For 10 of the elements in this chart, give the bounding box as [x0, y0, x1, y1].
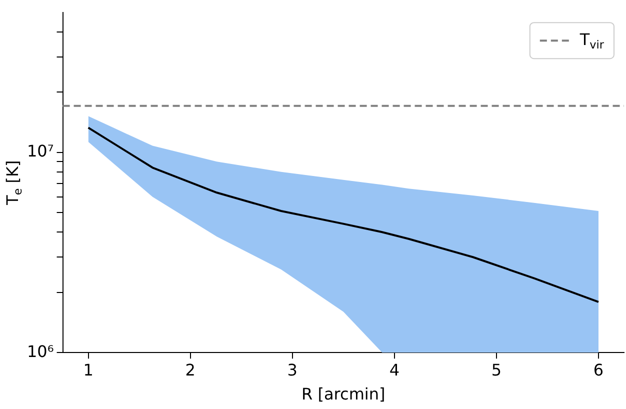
- y-tick-label: 10⁶: [26, 342, 54, 361]
- x-tick-label: 4: [389, 360, 400, 380]
- x-axis-title: R [arcmin]: [302, 384, 386, 404]
- x-tick-label: 5: [491, 360, 502, 380]
- x-tick-label: 6: [593, 360, 604, 380]
- y-axis-title: Te [K]: [3, 160, 25, 206]
- y-tick-label: 10⁷: [26, 142, 54, 161]
- x-tick-label: 3: [287, 360, 298, 380]
- x-tick-label: 1: [83, 360, 94, 380]
- x-tick-label: 2: [185, 360, 196, 380]
